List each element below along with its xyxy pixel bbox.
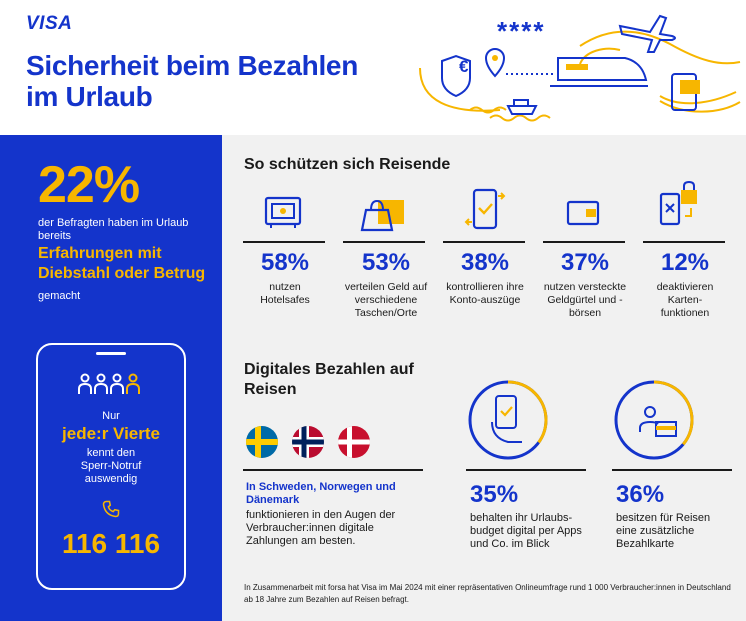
protect-pct: 58%: [260, 249, 310, 276]
wallet-icon: [566, 200, 602, 228]
footer-note: In Zusammenarbeit mit forsa hat Visa im …: [244, 583, 731, 604]
protect-pct: 37%: [560, 249, 610, 276]
stat1-label: behalten ihr Urlaubs-budget digital per …: [470, 512, 582, 550]
title-line-2: im Urlaub: [26, 81, 153, 112]
protect-label: nutzen versteckte Geldgürtel und -börsen: [543, 281, 627, 319]
protect-pct: 12%: [660, 249, 710, 276]
protect-pct: 38%: [460, 249, 510, 276]
rule-1: [243, 241, 325, 243]
protect-item-3: 38% kontrollieren ihre Konto-auszüge: [436, 249, 534, 307]
protect-item-1: 58% nutzen Hotelsafes: [236, 249, 334, 307]
countries-text: funktionieren in den Augen der Verbrauch…: [246, 509, 396, 547]
left-highlight: Erfahrungen mit Diebstahl oder Betrug ge…: [38, 244, 208, 306]
people-icon: [78, 373, 144, 395]
main-percent: 22%: [38, 156, 140, 214]
left-intro-text: der Befragten haben im Urlaub bereits: [38, 217, 189, 242]
protect-item-5: 12% deaktivieren Karten-funktionen: [636, 249, 734, 320]
password-stars: ****: [497, 16, 546, 46]
bags-icon: [358, 196, 408, 232]
emergency-number: 116 116: [61, 528, 161, 559]
donut-extra-card: [612, 378, 696, 462]
stat1-rule: [466, 469, 586, 471]
stat2-label: besitzen für Reisen eine zusätzliche Bez…: [616, 512, 711, 550]
right-panel: [222, 135, 746, 621]
rule-3: [443, 241, 525, 243]
stat1-pct: 35%: [470, 481, 519, 508]
donut-budget-app: [466, 378, 550, 462]
left-highlight-text: Erfahrungen mit Diebstahl oder Betrug: [38, 245, 206, 282]
safe-icon: [264, 196, 304, 230]
euro-symbol: €: [459, 57, 469, 76]
phone-line-1: Nur: [102, 410, 120, 422]
countries-rule: [243, 469, 423, 471]
flag-denmark-icon: [338, 426, 370, 458]
left-suffix: gemacht: [38, 290, 81, 302]
protect-pct: 53%: [361, 249, 411, 276]
title-line-1: Sicherheit beim Bezahlen: [26, 50, 359, 81]
protect-label: nutzen Hotelsafes: [260, 281, 310, 306]
phone-line-2: kennt den Sperr-Notruf auswendig: [80, 447, 142, 485]
stat2-pct: 36%: [616, 481, 665, 508]
protect-title: So schützen sich Reisende: [244, 156, 451, 173]
card-lock-icon: [657, 180, 703, 228]
phone-notch: [96, 352, 126, 355]
protect-label: kontrollieren ihre Konto-auszüge: [446, 281, 524, 306]
protect-item-2: 53% verteilen Geld auf verschiedene Tasc…: [330, 249, 442, 320]
digital-title: Digitales Bezahlen auf Reisen: [244, 361, 414, 398]
phone-frame: [36, 343, 186, 590]
travel-illustration: [410, 6, 746, 132]
protect-label: verteilen Geld auf verschiedene Taschen/…: [344, 281, 428, 319]
visa-logo: VISA: [26, 13, 73, 34]
protect-label: deaktivieren Karten-funktionen: [656, 281, 714, 319]
telephone-icon: [102, 500, 120, 518]
phone-check-icon: [462, 188, 508, 232]
phone-highlight: jede:r Vierte: [62, 424, 160, 443]
countries-highlight: In Schweden, Norwegen und Dänemark: [246, 481, 396, 506]
stat2-rule: [612, 469, 732, 471]
rule-5: [643, 241, 725, 243]
page-title: Sicherheit beim Bezahlen im Urlaub: [26, 50, 358, 112]
rule-4: [543, 241, 625, 243]
flag-norway-icon: [292, 426, 324, 458]
protect-item-4: 37% nutzen versteckte Geldgürtel und -bö…: [532, 249, 638, 320]
flag-sweden-icon: [246, 426, 278, 458]
rule-2: [343, 241, 425, 243]
